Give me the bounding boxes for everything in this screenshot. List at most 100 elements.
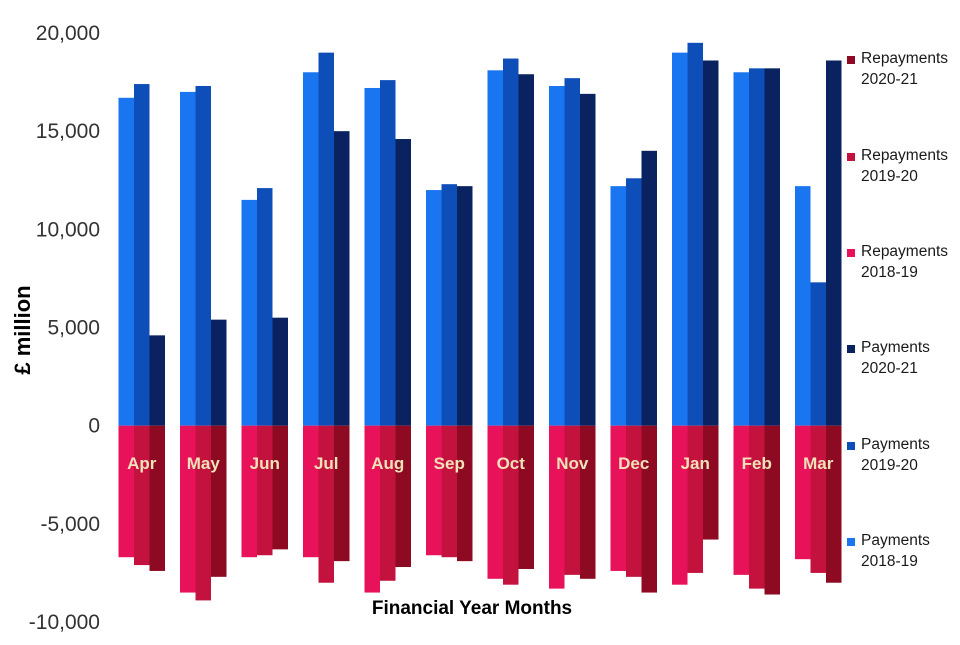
repayments-bar — [441, 425, 457, 558]
legend-label: Payments — [861, 532, 930, 549]
payments-bar — [826, 60, 842, 426]
payments-bar — [503, 58, 519, 426]
month-label: Nov — [556, 454, 589, 473]
y-tick-label: -10,000 — [29, 611, 100, 634]
y-tick-label: 5,000 — [47, 317, 100, 340]
repayments-bar — [380, 425, 396, 581]
payments-bar — [795, 186, 811, 426]
payments-bar — [380, 80, 396, 426]
repayments-bar — [518, 425, 534, 569]
payments-bar — [626, 178, 642, 426]
payments-bar — [764, 68, 780, 426]
legend-swatch — [847, 153, 855, 161]
repayments-bar — [272, 425, 288, 550]
payments-bar — [334, 131, 350, 426]
repayments-bar — [687, 425, 703, 573]
repayments-bar — [626, 425, 642, 577]
legend-label: 2020-21 — [861, 71, 918, 88]
repayments-bar — [703, 425, 719, 540]
repayments-bar — [733, 425, 749, 575]
payments-bar — [703, 60, 719, 426]
repayments-bar — [364, 425, 380, 593]
legend-label: 2018-19 — [861, 264, 918, 281]
legend-item: Payments 2018-19 — [847, 532, 930, 570]
payments-bar — [118, 97, 134, 426]
payments-bar — [318, 52, 334, 426]
legend-label: Payments — [861, 339, 930, 356]
month-label: Aug — [371, 454, 404, 473]
month-label: Dec — [618, 454, 649, 473]
repayments-bar — [257, 425, 273, 556]
payments-bar — [149, 335, 165, 426]
payments-bar — [272, 317, 288, 426]
payments-bar — [257, 188, 273, 426]
payments-bar — [687, 42, 703, 426]
payments-bar — [518, 74, 534, 426]
repayments-bar — [426, 425, 442, 556]
repayments-bar — [180, 425, 196, 593]
payments-bar — [441, 184, 457, 426]
legend-item: Payments 2019-20 — [847, 436, 930, 474]
payments-bar — [457, 186, 473, 426]
legend-label: 2019-20 — [861, 168, 918, 185]
legend-label: Repayments — [861, 50, 948, 67]
legend-swatch — [847, 249, 855, 257]
repayments-bar — [241, 425, 257, 558]
payments-bar — [610, 186, 626, 426]
payments-bar — [749, 68, 765, 426]
repayments-bar — [672, 425, 688, 585]
month-label: Apr — [127, 454, 157, 473]
legend-swatch — [847, 56, 855, 64]
legend-swatch — [847, 538, 855, 546]
payments-bar — [134, 84, 150, 426]
payments-bar — [549, 86, 565, 426]
payments-bar — [195, 86, 211, 426]
payments-bar — [564, 78, 580, 426]
bars-layer — [118, 42, 842, 601]
legend-label: Repayments — [861, 243, 948, 260]
legend-item: Repayments 2019-20 — [847, 147, 948, 185]
y-tick-label: 20,000 — [36, 22, 100, 45]
payments-bar — [426, 190, 442, 426]
repayments-bar — [810, 425, 826, 573]
legend-item: Repayments 2018-19 — [847, 243, 948, 281]
repayments-bar — [764, 425, 780, 595]
repayments-bar — [303, 425, 319, 558]
month-label: Jun — [250, 454, 280, 473]
repayments-bar — [641, 425, 657, 593]
legend-label: 2019-20 — [861, 457, 918, 474]
repayments-bar — [826, 425, 842, 583]
payments-bar — [733, 72, 749, 426]
payments-bar — [487, 70, 503, 426]
repayments-bar — [487, 425, 503, 579]
payments-bar — [580, 93, 596, 426]
legend-item: Repayments 2020-21 — [847, 50, 948, 88]
legend: Repayments2020-21Repayments2019-20Repaym… — [847, 50, 948, 570]
repayments-bar — [549, 425, 565, 589]
legend-swatch — [847, 442, 855, 450]
y-tick-label: 10,000 — [36, 218, 100, 241]
month-label: Jul — [314, 454, 339, 473]
legend-label: Payments — [861, 436, 930, 453]
x-axis-title: Financial Year Months — [372, 598, 572, 619]
y-axis-title: £ million — [10, 285, 35, 374]
repayments-bar — [610, 425, 626, 571]
y-tick-label: 0 — [88, 415, 100, 438]
month-label: Oct — [497, 454, 526, 473]
legend-swatch — [847, 345, 855, 353]
y-tick-label: 15,000 — [36, 120, 100, 143]
legend-label: Repayments — [861, 147, 948, 164]
month-label: Feb — [742, 454, 772, 473]
repayments-bar — [795, 425, 811, 560]
payments-bar — [810, 282, 826, 426]
month-label: Sep — [434, 454, 465, 473]
payments-bar — [180, 91, 196, 426]
month-labels-layer: Apr May Jun Jul Aug Sep Oct Nov Dec Jan Feb Mar — [127, 454, 834, 473]
repayments-bar — [564, 425, 580, 575]
month-label: Jan — [681, 454, 710, 473]
repayments-bar — [118, 425, 134, 558]
repayments-bar — [318, 425, 334, 583]
repayments-bar — [149, 425, 165, 571]
repayments-bar — [457, 425, 473, 562]
